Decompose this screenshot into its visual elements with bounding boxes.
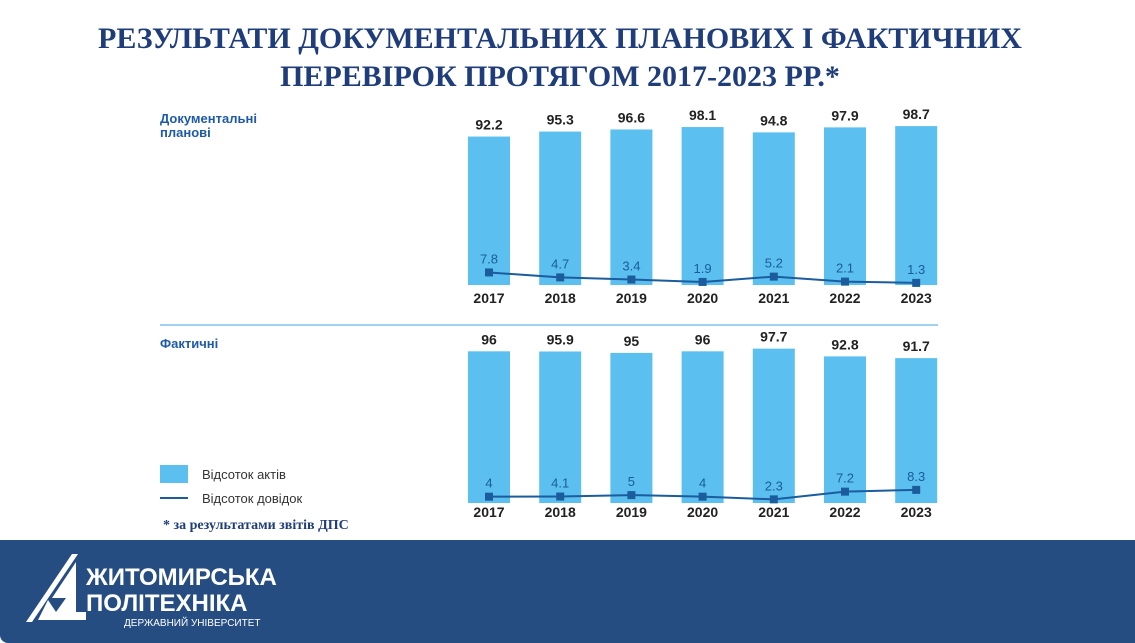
- bar: [468, 136, 510, 285]
- legend-item-bars: Відсоток актів: [160, 462, 302, 486]
- bar: [824, 127, 866, 285]
- line-point: [627, 275, 636, 284]
- x-tick-label: 2023: [901, 290, 932, 306]
- x-tick-label: 2019: [616, 504, 647, 520]
- line-value-label: 3.4: [622, 259, 640, 274]
- section-label-line: планові: [160, 125, 211, 140]
- footnote: * за результатами звітів ДПС: [163, 518, 349, 533]
- footer-band: ЖИТОМИРСЬКА ПОЛІТЕХНІКА ДЕРЖАВНИЙ УНІВЕР…: [0, 540, 1135, 643]
- line-point: [841, 487, 849, 496]
- line-point: [769, 272, 778, 281]
- bar-value-label: 94.8: [760, 112, 787, 128]
- bar-value-label: 95: [624, 333, 640, 349]
- x-tick-label: 2017: [473, 290, 504, 306]
- legend-swatch-bar: [160, 465, 188, 483]
- line-point: [556, 273, 565, 282]
- line-point: [841, 277, 849, 286]
- line-value-label: 2.3: [765, 478, 783, 493]
- line-point: [912, 485, 921, 494]
- logo-icon: [26, 554, 86, 622]
- line-point: [698, 492, 707, 501]
- line-value-label: 4.7: [551, 256, 569, 271]
- legend: Відсоток актів Відсоток довідок: [160, 462, 302, 510]
- bar-value-label: 95.3: [547, 112, 574, 128]
- bar: [468, 351, 510, 503]
- bar: [681, 351, 724, 503]
- bar-value-label: 91.7: [903, 338, 930, 354]
- section-label-line: Фактичні: [160, 336, 219, 351]
- line-value-label: 4.1: [551, 476, 569, 491]
- line-point: [485, 268, 493, 277]
- bar-value-label: 98.7: [903, 106, 930, 122]
- bar-value-label: 97.9: [831, 107, 858, 123]
- chart-planned: 92.2 2017 95.3 2018 96.6 2019 98.1 2020 94.8 2021…: [468, 106, 938, 306]
- bar: [895, 126, 938, 285]
- bar: [681, 127, 724, 286]
- bar-value-label: 98.1: [689, 107, 716, 123]
- x-tick-label: 2017: [473, 504, 504, 520]
- x-tick-label: 2023: [901, 504, 932, 520]
- line-point: [485, 492, 493, 501]
- bar: [610, 352, 653, 503]
- line-value-label: 7.2: [836, 471, 854, 486]
- x-tick-label: 2018: [545, 290, 576, 306]
- line-point: [698, 277, 707, 286]
- bar: [752, 132, 795, 285]
- legend-label: Відсоток актів: [202, 466, 286, 482]
- line-value-label: 1.9: [694, 261, 712, 276]
- bar-value-label: 92.8: [831, 336, 858, 352]
- x-tick-label: 2021: [758, 504, 789, 520]
- section-label-actual: Фактичні: [160, 337, 218, 351]
- x-tick-label: 2020: [687, 290, 718, 306]
- line-value-label: 5.2: [765, 256, 783, 271]
- line-point: [912, 278, 921, 287]
- line-point: [556, 492, 565, 501]
- x-tick-label: 2022: [829, 290, 860, 306]
- legend-item-line: Відсоток довідок: [160, 486, 302, 510]
- legend-label: Відсоток довідок: [202, 490, 303, 506]
- legend-swatch-line: [160, 497, 188, 499]
- page-title: РЕЗУЛЬТАТИ ДОКУМЕНТАЛЬНИХ ПЛАНОВИХ І ФАК…: [0, 20, 1120, 96]
- bar: [752, 348, 795, 503]
- bar-value-label: 97.7: [760, 329, 787, 345]
- line-point: [627, 491, 636, 500]
- bar: [610, 129, 653, 285]
- line-value-label: 5: [628, 474, 635, 489]
- line-value-label: 4: [699, 476, 706, 491]
- logo-text-1: ЖИТОМИРСЬКА: [86, 564, 277, 591]
- bar: [539, 131, 582, 285]
- x-tick-label: 2022: [829, 504, 860, 520]
- line-value-label: 8.3: [907, 469, 925, 484]
- line-value-label: 2.1: [836, 261, 854, 276]
- logo-text-2: ПОЛІТЕХНІКА: [86, 590, 248, 617]
- bar: [895, 358, 938, 503]
- bar-value-label: 96: [481, 331, 497, 347]
- bar-value-label: 95.9: [547, 331, 574, 347]
- x-tick-label: 2019: [616, 290, 647, 306]
- line-value-label: 1.3: [907, 262, 925, 277]
- bar-value-label: 96: [695, 331, 711, 347]
- bar: [824, 356, 866, 503]
- line-value-label: 7.8: [480, 251, 498, 266]
- title-line-1: РЕЗУЛЬТАТИ ДОКУМЕНТАЛЬНИХ ПЛАНОВИХ І ФАК…: [98, 22, 1022, 55]
- bar: [539, 351, 582, 503]
- bar-value-label: 92.2: [475, 117, 502, 133]
- bar-value-label: 96.6: [618, 109, 645, 125]
- title-line-2: ПЕРЕВІРОК ПРОТЯГОМ 2017-2023 РР.*: [280, 60, 840, 93]
- x-tick-label: 2021: [758, 290, 789, 306]
- line-point: [769, 495, 778, 504]
- x-tick-label: 2020: [687, 504, 718, 520]
- section-label-line: Документальні: [160, 111, 257, 126]
- x-tick-label: 2018: [545, 504, 576, 520]
- chart-actual: 96 2017 95.9 2018 95 2019 96 2020 97.7 2021 92.8 20…: [468, 329, 938, 520]
- line-value-label: 4: [485, 476, 492, 491]
- logo-text-3: ДЕРЖАВНИЙ УНІВЕРСИТЕТ: [124, 618, 261, 629]
- section-label-planned: Документальні планові: [160, 112, 257, 140]
